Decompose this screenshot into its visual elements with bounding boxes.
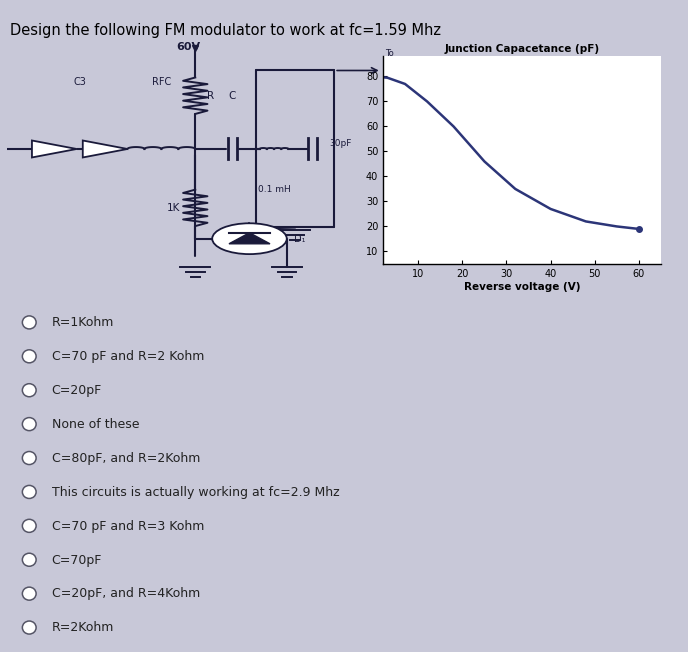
Text: To: To	[385, 49, 394, 58]
Text: oscillator: oscillator	[385, 85, 423, 95]
Text: RFC: RFC	[152, 78, 171, 87]
Text: C=80pF, and R=2Kohm: C=80pF, and R=2Kohm	[52, 452, 200, 465]
Text: C=70 pF and R=2 Kohm: C=70 pF and R=2 Kohm	[52, 350, 204, 363]
Circle shape	[22, 417, 36, 431]
Circle shape	[22, 349, 36, 363]
Text: C=20pF: C=20pF	[52, 384, 102, 397]
Text: C: C	[229, 91, 236, 101]
Text: C=20pF, and R=4Kohm: C=20pF, and R=4Kohm	[52, 587, 200, 600]
Circle shape	[22, 621, 36, 634]
Circle shape	[212, 223, 287, 254]
Polygon shape	[229, 233, 270, 244]
Polygon shape	[83, 140, 127, 158]
Text: carrier: carrier	[385, 66, 413, 75]
Text: R=1Kohm: R=1Kohm	[52, 316, 114, 329]
Text: D₁: D₁	[294, 233, 305, 244]
Text: 1K: 1K	[167, 203, 180, 213]
Circle shape	[22, 451, 36, 464]
Circle shape	[22, 485, 36, 498]
Circle shape	[22, 383, 36, 396]
Circle shape	[22, 553, 36, 566]
Text: 30pF: 30pF	[329, 139, 352, 148]
X-axis label: Reverse voltage (V): Reverse voltage (V)	[464, 282, 580, 291]
Text: None of these: None of these	[52, 418, 139, 431]
Circle shape	[22, 316, 36, 329]
Text: C3: C3	[74, 78, 86, 87]
Text: R: R	[208, 91, 215, 100]
Text: This circuits is actually working at fc=2.9 Mhz: This circuits is actually working at fc=…	[52, 486, 339, 499]
Text: C=70 pF and R=3 Kohm: C=70 pF and R=3 Kohm	[52, 520, 204, 533]
Circle shape	[22, 587, 36, 600]
Title: Junction Capacetance (pF): Junction Capacetance (pF)	[444, 44, 599, 54]
Text: 60V: 60V	[176, 42, 201, 52]
Circle shape	[22, 519, 36, 532]
Polygon shape	[32, 140, 76, 158]
Text: 0.1 mH: 0.1 mH	[258, 185, 290, 194]
Text: Design the following FM modulator to work at fc=1.59 Mhz: Design the following FM modulator to wor…	[10, 23, 441, 38]
Text: C=70pF: C=70pF	[52, 554, 102, 567]
Text: R=2Kohm: R=2Kohm	[52, 621, 114, 634]
